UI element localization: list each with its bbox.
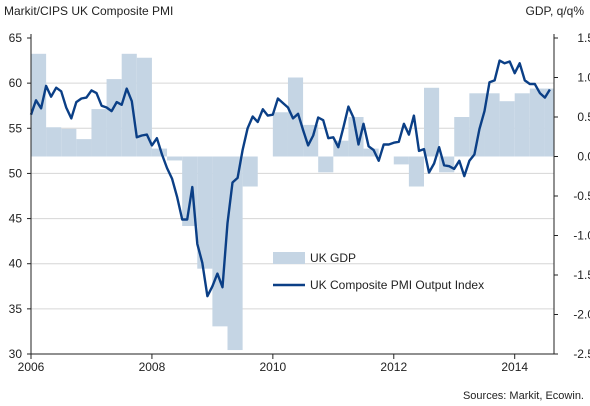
right-tick-label: -2.5 <box>573 347 590 361</box>
gdp-bar <box>272 112 288 157</box>
gdp-bar <box>151 148 168 157</box>
left-tick-label: 35 <box>9 302 23 316</box>
gdp-bar <box>363 148 379 157</box>
gdp-bar <box>76 139 92 157</box>
left-tick-label: 60 <box>9 76 23 90</box>
right-tick-label: 0.5 <box>577 110 590 124</box>
x-tick-label: 2006 <box>18 360 45 374</box>
gdp-bar <box>484 93 500 157</box>
x-tick-label: 2008 <box>139 360 166 374</box>
axes: 30 35 40 45 50 55 60 65 -2.5 -2.0 -1.5 -1.0 -0.5 0.0 0… <box>9 31 590 374</box>
left-tick-label: 40 <box>9 257 23 271</box>
right-tick-label: -0.5 <box>573 189 590 203</box>
left-axis-title: Markit/CIPS UK Composite PMI <box>4 4 174 18</box>
right-tick-label: -1.5 <box>573 268 590 282</box>
pmi-line-layer <box>29 59 551 298</box>
gdp-bars <box>31 53 554 351</box>
right-tick-label: 1.0 <box>577 71 590 85</box>
gdp-bar <box>514 93 530 157</box>
gdp-bar <box>544 88 554 157</box>
right-axis-title: GDP, q/q% <box>525 4 584 18</box>
x-tick-label: 2010 <box>259 360 286 374</box>
gdp-bar <box>318 156 334 173</box>
left-tick-label: 55 <box>9 121 23 135</box>
gdp-bar <box>227 156 243 351</box>
left-tick-label: 30 <box>9 347 23 361</box>
gdp-bar <box>91 109 107 157</box>
x-tick-label: 2012 <box>380 360 407 374</box>
gdp-bar <box>136 57 152 157</box>
gdp-bar <box>197 156 213 269</box>
left-tick-label: 45 <box>9 212 23 226</box>
gdp-bar <box>106 79 122 157</box>
gdp-bar <box>46 127 62 157</box>
legend-label-pmi: UK Composite PMI Output Index <box>310 278 484 292</box>
gdp-bar <box>454 117 470 157</box>
gdp-bar <box>167 156 183 161</box>
legend-swatch-gdp <box>273 252 305 264</box>
gdp-bar <box>424 87 440 157</box>
source-note: Sources: Markit, Ecowin. <box>462 390 584 402</box>
x-tick-label: 2014 <box>501 360 528 374</box>
gdp-bar <box>529 88 545 157</box>
right-tick-label: -2.0 <box>573 308 590 322</box>
legend-label-gdp: UK GDP <box>310 251 356 265</box>
gdp-bar <box>469 93 485 157</box>
gdp-bar <box>408 156 425 187</box>
legend: UK GDP UK Composite PMI Output Index <box>273 251 484 292</box>
gdp-bar <box>499 101 515 157</box>
left-tick-label: 50 <box>9 166 23 180</box>
right-tick-label: -1.0 <box>573 229 590 243</box>
left-tick-label: 65 <box>9 31 23 45</box>
pmi-line <box>29 59 551 298</box>
gdp-bar <box>61 128 77 157</box>
gdp-bar <box>242 156 258 187</box>
right-tick-label: 1.5 <box>577 31 590 45</box>
gdp-bar <box>393 156 409 165</box>
right-tick-label: 0.0 <box>577 150 590 164</box>
gdp-bar <box>121 53 137 157</box>
